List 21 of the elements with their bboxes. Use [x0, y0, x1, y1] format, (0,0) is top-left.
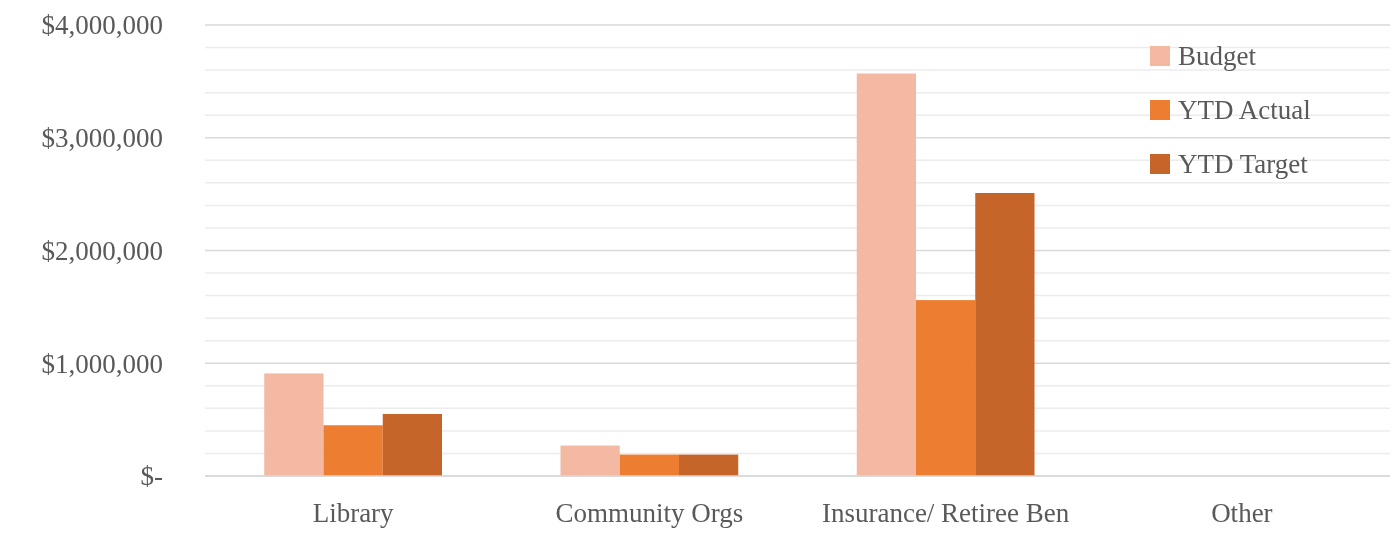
y-tick-label: $2,000,000 — [41, 235, 163, 266]
x-tick-label: Insurance/ Retiree Ben — [821, 498, 1070, 528]
bar — [382, 413, 442, 476]
x-tick-label: Other — [1211, 498, 1273, 528]
legend-label: YTD Actual — [1178, 95, 1311, 126]
bar — [916, 300, 976, 476]
y-tick-label: $3,000,000 — [41, 123, 163, 154]
legend-label: YTD Target — [1178, 149, 1309, 180]
bar — [323, 425, 383, 476]
y-tick-label: $- — [140, 461, 163, 492]
x-tick-label: Community Orgs — [555, 498, 744, 528]
bar — [975, 193, 1035, 476]
bar — [560, 445, 620, 476]
y-tick-label: $1,000,000 — [41, 348, 163, 379]
bar — [679, 454, 739, 476]
y-tick-label: $4,000,000 — [41, 10, 163, 41]
legend-label: Budget — [1178, 41, 1257, 72]
x-tick-label: Library — [312, 498, 395, 528]
bar — [856, 73, 916, 476]
bar — [264, 373, 324, 476]
bar — [619, 454, 679, 476]
